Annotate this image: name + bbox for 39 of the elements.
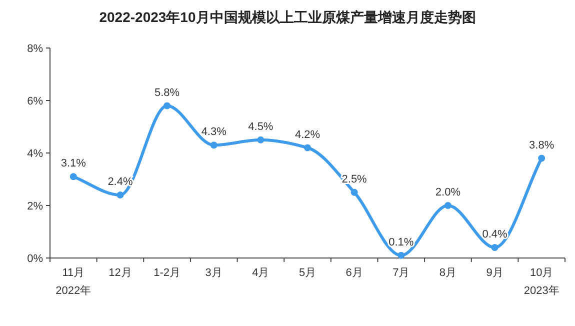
point	[116, 192, 124, 198]
x-tick-label: 1-2月	[154, 267, 180, 279]
point	[350, 188, 358, 196]
x-tick-label: 7月	[392, 267, 410, 279]
data-label: 4.5%	[248, 120, 274, 133]
y-tick-label: 0%	[27, 253, 44, 265]
point	[398, 252, 405, 259]
x-tick-label: 5月	[298, 267, 316, 279]
x-tick-label: 6月	[346, 267, 363, 279]
y-tick-label: 8%	[27, 43, 44, 55]
data-label: 2.0%	[435, 186, 461, 198]
point	[210, 142, 218, 149]
data-label: 5.8%	[154, 86, 180, 99]
data-label: 3.8%	[529, 139, 554, 152]
point	[70, 173, 77, 180]
text: 2023年	[524, 285, 560, 297]
x-tick-label: 9月	[486, 267, 504, 279]
chart-title: 2022-2023年10月中国规模以上工业原煤产量增速月度走势图	[99, 9, 476, 25]
data-label: 4.3%	[201, 126, 227, 138]
point	[257, 136, 264, 144]
x-tick-label: 8月	[439, 267, 457, 279]
data-label: 4.2%	[294, 128, 320, 141]
text: 2022年	[56, 285, 92, 297]
x-tick-label: 10月	[530, 267, 554, 279]
data-label: 0.1%	[388, 236, 414, 248]
x-tick-label: 4月	[252, 267, 270, 279]
data-label: 3.1%	[60, 158, 86, 170]
y-tick-label: 6%	[27, 96, 44, 108]
x-tick-label: 11月	[62, 267, 85, 279]
point	[491, 244, 498, 251]
x-tick-label: 12月	[108, 267, 132, 279]
point	[444, 202, 452, 209]
point	[304, 144, 311, 152]
point	[538, 154, 546, 162]
point	[164, 102, 171, 110]
y-tick-label: 4%	[27, 148, 44, 160]
data-label: 0.4%	[482, 228, 508, 240]
x-tick-label: 3月	[205, 267, 222, 279]
y-tick-label: 2%	[27, 200, 44, 212]
